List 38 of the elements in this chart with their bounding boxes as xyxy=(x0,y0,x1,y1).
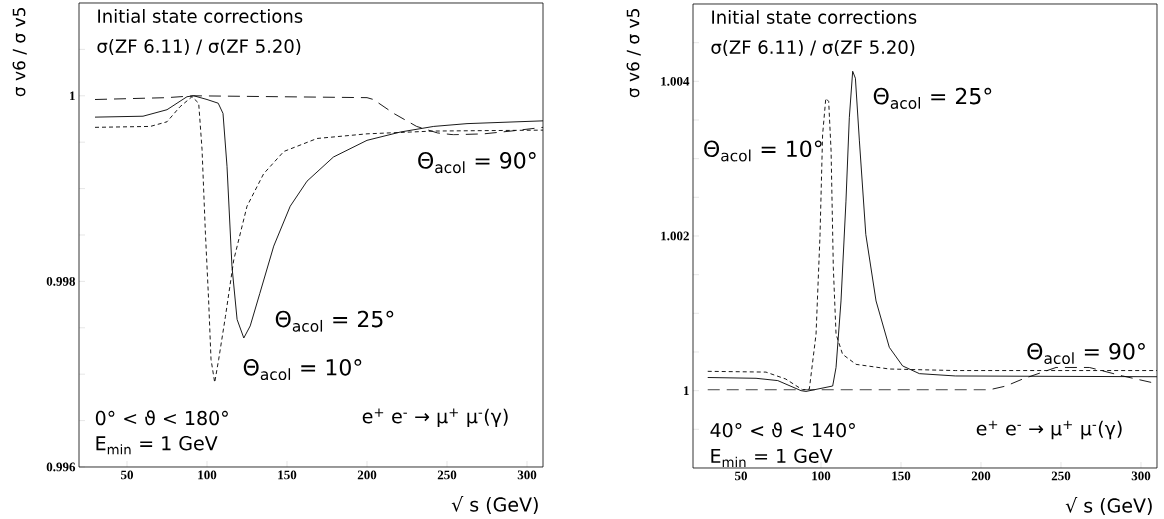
x-tick-label: 300 xyxy=(1131,471,1151,481)
annotation: E$_{min}$ = 1 GeV xyxy=(711,448,833,467)
y-tick-label: 1 xyxy=(684,386,689,395)
x-tick-label: 50 xyxy=(735,471,748,481)
series-label: Θ$_{acol}$ = 10° xyxy=(704,140,822,162)
series-label: Θ$_{acol}$ = 10° xyxy=(243,359,362,381)
x-tick-label: 150 xyxy=(892,471,911,481)
chart-title: Initial state corrections xyxy=(98,9,303,23)
series-label: Θ$_{acol}$ = 25° xyxy=(275,310,394,332)
y-tick-label: 1.002 xyxy=(661,231,689,241)
series-label: Θ$_{acol}$ = 25° xyxy=(873,87,992,109)
text: σ(ZF 6.11) / σ(ZF 5.20) xyxy=(97,39,301,56)
x-tick-label: 50 xyxy=(121,470,134,480)
text: σ(ZF 6.11) / σ(ZF 5.20) xyxy=(711,40,915,57)
annotation: 0° < ϑ < 180° xyxy=(95,410,228,426)
x-tick-label: 100 xyxy=(198,470,217,480)
series-label: Θ$_{acol}$ = 90° xyxy=(418,152,536,174)
x-tick-label: 300 xyxy=(517,470,537,480)
chart-title: Initial state corrections xyxy=(712,10,917,24)
x-tick-label: 150 xyxy=(278,470,297,480)
x-tick-label: 250 xyxy=(1051,471,1071,481)
x-tick-label: 100 xyxy=(812,471,831,481)
y-tick-label: 0.996 xyxy=(46,462,76,472)
y-tick-label: 0.998 xyxy=(46,276,76,286)
x-axis-title: √ s (GeV) xyxy=(451,496,538,514)
y-axis-title: σ v6 / σ v5 xyxy=(12,8,27,97)
annotation: 40° < ϑ < 140° xyxy=(710,422,855,438)
x-axis-title: √ s (GeV) xyxy=(1065,497,1152,515)
text: e$^{+}$ e$^{-}$ → μ$^{+}$ μ$^{-}$(γ) xyxy=(362,408,508,428)
y-tick-label: 1 xyxy=(70,91,75,101)
y-axis-title: σ v6 / σ v5 xyxy=(626,9,641,98)
y-tick-label: 1.004 xyxy=(661,76,690,86)
text: e$^{+}$ e$^{-}$ → μ$^{+}$ μ$^{-}$(γ) xyxy=(976,420,1122,440)
x-tick-label: 200 xyxy=(357,470,377,480)
series-label: Θ$_{acol}$ = 90° xyxy=(1027,342,1145,365)
x-tick-label: 200 xyxy=(971,471,991,481)
x-tick-label: 250 xyxy=(437,470,457,480)
annotation: E$_{min}$ = 1 GeV xyxy=(96,436,218,455)
